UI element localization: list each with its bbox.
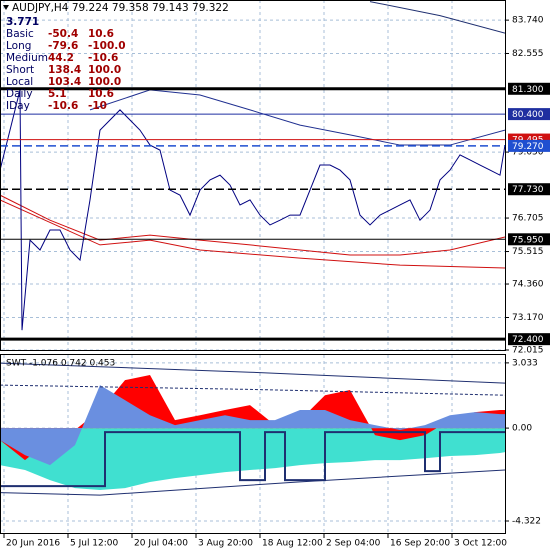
- y-tick-label: -4.322: [512, 517, 541, 527]
- level-label-box: [508, 333, 550, 346]
- info-value-cell: 103.4: [48, 76, 81, 88]
- info-value-cell: -10.6: [88, 52, 118, 64]
- x-tick-label: 20 Jun 2016: [6, 539, 60, 549]
- level-label: 81.300: [512, 85, 544, 95]
- x-tick-label: 3 Oct 12:00: [454, 539, 507, 549]
- info-value-cell: 5.1: [48, 88, 67, 100]
- y-tick-label: 73.170: [512, 313, 544, 323]
- level-label: 72.400: [512, 335, 544, 345]
- indicator-panel-border: [0, 354, 506, 534]
- y-tick-label: 3.033: [512, 358, 538, 368]
- y-tick-label: 0.00: [512, 424, 532, 434]
- x-tick-label: 16 Sep 20:00: [390, 539, 450, 549]
- info-label-cell: Local: [6, 76, 33, 88]
- info-label-cell: Short: [6, 64, 34, 76]
- info-label-cell: Daily: [6, 88, 33, 100]
- info-value-cell: 100.0: [88, 64, 121, 76]
- y-tick-label: 79.050: [512, 148, 544, 158]
- panel: [0, 355, 505, 533]
- series-line: [369, 1, 505, 34]
- info-value-cell: -10: [88, 100, 107, 112]
- y-tick-label: 72.015: [512, 346, 544, 356]
- x-tick-label: 20 Jul 04:00: [134, 539, 188, 549]
- symbol-header: AUDJPY,H4 79.224 79.358 79.143 79.322: [12, 2, 229, 14]
- panel: [0, 0, 505, 350]
- level-label-box: [508, 108, 550, 121]
- level-label-box: [508, 82, 550, 95]
- info-value-cell: 44.2: [48, 52, 74, 64]
- info-label-cell: Long: [6, 40, 31, 52]
- level-label-box: [508, 233, 550, 246]
- histogram-area: [0, 385, 505, 466]
- series-line: [0, 469, 505, 496]
- info-value-cell: 10.6: [88, 88, 114, 100]
- series-line: [0, 199, 505, 269]
- info-value-cell: -50.4: [48, 28, 78, 40]
- level-label-box: [508, 183, 550, 196]
- series-line: [0, 194, 505, 256]
- info-label-cell: IDay: [6, 100, 30, 112]
- histogram-area: [0, 374, 505, 461]
- y-tick-label: 82.555: [512, 49, 544, 59]
- x-tick-label: 3 Aug 20:00: [198, 539, 253, 549]
- y-tick-label: 75.515: [512, 247, 544, 257]
- level-label-box: [508, 139, 550, 152]
- info-value-cell: -10.6: [48, 100, 78, 112]
- histogram-area: [0, 428, 505, 491]
- info-label-cell: Medium: [6, 52, 48, 64]
- level-label: 79.270: [512, 142, 544, 152]
- series-line: [0, 89, 505, 331]
- y-tick-label: 83.740: [512, 16, 544, 26]
- main-panel-border: [0, 0, 506, 351]
- y-tick-label: 76.705: [512, 214, 544, 224]
- step-line: [0, 431, 505, 488]
- series-line: [0, 362, 505, 384]
- indicator-label: SWT -1.076 0.742 0.453: [6, 359, 115, 369]
- x-tick-label: 18 Aug 12:00: [262, 539, 323, 549]
- info-label-cell: Basic: [6, 28, 34, 40]
- level-label: 80.400: [512, 110, 544, 120]
- series-line: [0, 384, 505, 396]
- series-line: [89, 89, 505, 146]
- info-value-cell: -100.0: [88, 40, 126, 52]
- info-value-cell: 100.0: [88, 76, 121, 88]
- x-tick-label: 2 Sep 04:00: [326, 539, 381, 549]
- level-label: 75.950: [512, 235, 544, 245]
- level-label: 77.730: [512, 185, 544, 195]
- info-value-cell: 138.4: [48, 64, 81, 76]
- menu-triangle: [3, 5, 9, 10]
- info-value: 3.771: [6, 16, 39, 28]
- info-panel: AUDJPY,H4 79.224 79.358 79.143 79.322 3.…: [3, 2, 229, 112]
- y-tick-label: 74.360: [512, 280, 544, 290]
- info-value-cell: 10.6: [88, 28, 114, 40]
- x-tick-label: 5 Jul 12:00: [70, 539, 119, 549]
- info-value-cell: -79.6: [48, 40, 78, 52]
